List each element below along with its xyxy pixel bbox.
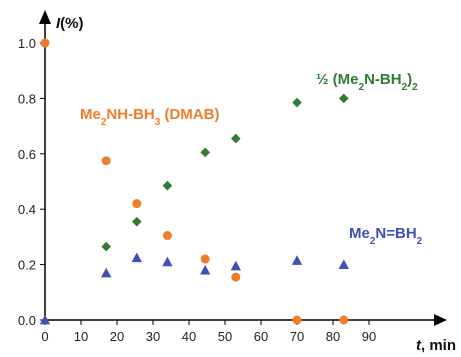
data-point-triangle xyxy=(101,267,112,278)
data-point-diamond xyxy=(292,97,302,108)
data-point-circle xyxy=(132,199,142,209)
data-point-diamond xyxy=(132,216,142,227)
data-point-triangle xyxy=(291,255,303,265)
x-axis-title: t, min xyxy=(416,337,456,354)
y-tick-label: 0.6 xyxy=(18,147,36,162)
x-tick-label: 0 xyxy=(41,329,48,344)
data-point-triangle xyxy=(338,259,349,270)
x-tick-label: 50 xyxy=(218,329,232,344)
data-point-circle xyxy=(200,254,210,264)
data-point-circle xyxy=(292,315,302,325)
data-point-triangle xyxy=(162,256,173,267)
x-tick-label: 90 xyxy=(362,329,376,344)
x-axis-arrow xyxy=(434,314,447,326)
data-point-diamond xyxy=(101,241,111,252)
data-point-diamond xyxy=(339,93,349,104)
y-tick-label: 0.8 xyxy=(18,91,36,106)
data-point-diamond xyxy=(200,147,210,158)
label-dmab: Me2NH-BH3 (DMAB) xyxy=(80,106,219,128)
data-point-triangle xyxy=(39,314,51,325)
y-tick-label: 0.0 xyxy=(18,313,36,328)
series-dmab xyxy=(40,38,349,325)
data-point-triangle xyxy=(200,264,211,275)
x-ticks: 0 10 20 30 40 50 60 70 80 90 xyxy=(41,320,376,344)
y-tick-label: 0.4 xyxy=(18,202,36,217)
x-tick-label: 40 xyxy=(182,329,196,344)
data-point-circle xyxy=(101,156,111,166)
data-point-circle xyxy=(162,231,172,241)
y-axis-title: I(%) xyxy=(56,15,84,32)
data-point-triangle xyxy=(230,260,241,271)
x-tick-label: 10 xyxy=(74,329,88,344)
data-point-circle xyxy=(339,315,349,325)
data-point-diamond xyxy=(162,180,173,191)
x-tick-label: 70 xyxy=(290,329,304,344)
series-dimer xyxy=(101,93,349,252)
data-point-triangle xyxy=(131,252,142,263)
data-point-circle xyxy=(40,38,50,48)
x-tick-label: 20 xyxy=(110,329,124,344)
data-point-circle xyxy=(231,272,241,282)
series-monomer xyxy=(39,252,349,325)
x-tick-label: 80 xyxy=(326,329,340,344)
y-tick-label: 1.0 xyxy=(18,36,36,51)
y-ticks: 0.0 0.2 0.4 0.6 0.8 1.0 xyxy=(18,36,45,328)
label-monomer: Me2N=BH2 xyxy=(349,225,423,247)
y-tick-label: 0.2 xyxy=(18,258,36,273)
x-tick-label: 30 xyxy=(146,329,160,344)
x-tick-label: 60 xyxy=(254,329,268,344)
data-point-diamond xyxy=(231,133,241,144)
y-axis-arrow xyxy=(39,10,51,24)
label-dimer: ½ (Me2N-BH2)2 xyxy=(316,71,418,93)
